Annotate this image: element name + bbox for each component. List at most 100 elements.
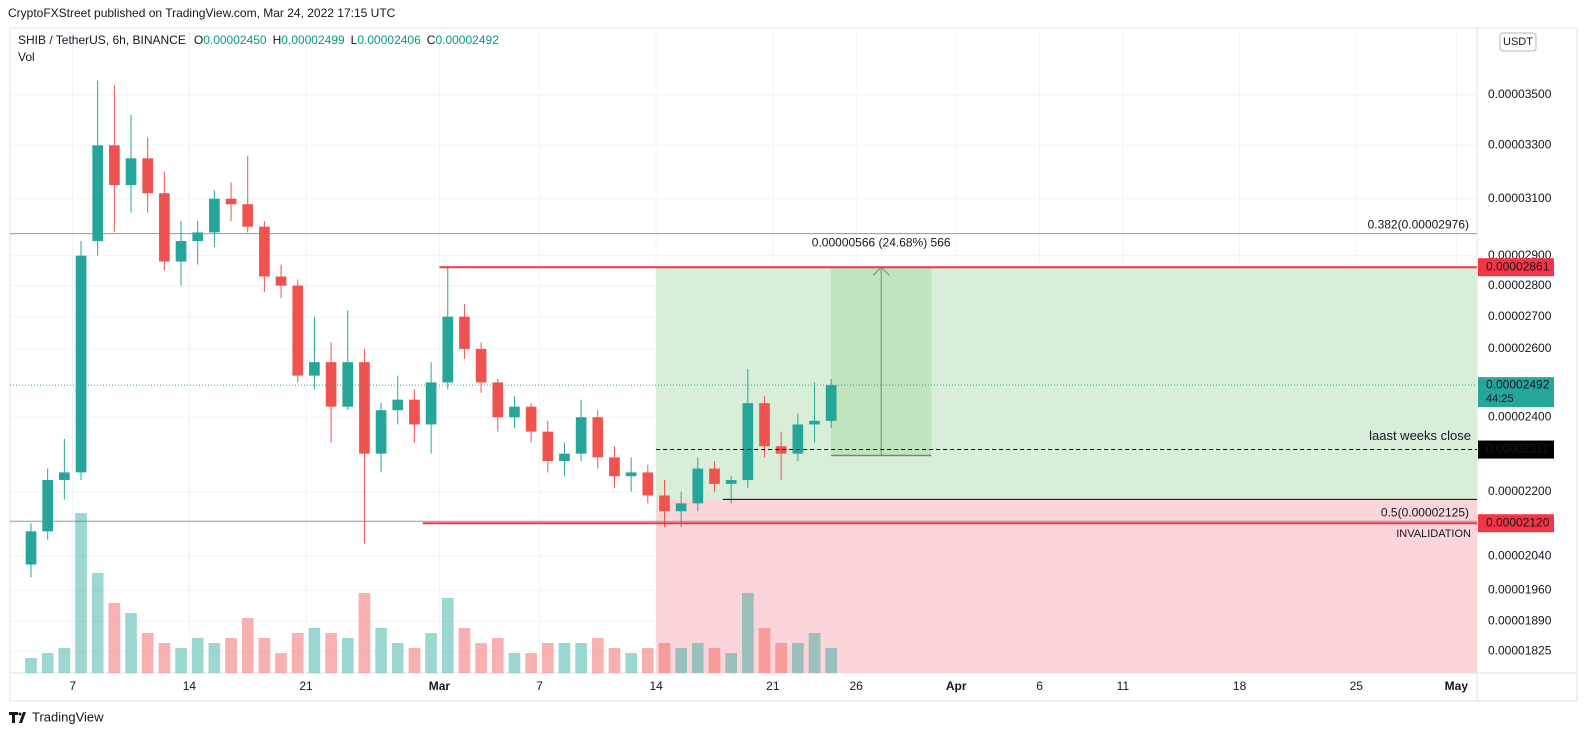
volume-bar <box>108 603 121 673</box>
x-tick-label: May <box>1445 679 1469 693</box>
volume-bar <box>191 638 204 673</box>
x-tick-label: Apr <box>946 679 967 693</box>
ohlc-value: 0.00002492 <box>435 33 499 47</box>
candle-body <box>559 453 570 462</box>
volume-bar <box>291 633 304 673</box>
x-tick-label: 25 <box>1350 679 1364 693</box>
x-tick-label: 11 <box>1117 679 1130 693</box>
candle-body <box>75 255 87 473</box>
countdown: 44:25 <box>1486 393 1514 405</box>
candle-body <box>825 385 837 421</box>
candle-body <box>209 198 220 233</box>
publisher: CryptoFXStreet published on TradingView.… <box>8 6 396 20</box>
volume-bar <box>258 638 271 673</box>
volume-bar <box>358 593 371 673</box>
x-tick-label: 14 <box>649 679 663 693</box>
volume-bar <box>641 648 654 673</box>
candle-body <box>692 468 704 504</box>
ohlc-key: C <box>427 33 436 47</box>
volume-bar <box>325 633 337 673</box>
last-price-tag <box>1478 377 1554 408</box>
volume-bar <box>58 648 71 673</box>
volume-bar <box>441 598 454 673</box>
candle-body <box>775 446 787 454</box>
ohlc-key: H <box>273 33 282 47</box>
currency[interactable]: USDT <box>1503 36 1533 48</box>
symbol: SHIB / TetherUS, 6h, BINANCE <box>18 33 186 47</box>
candle-body <box>709 468 720 484</box>
candle-body <box>609 457 620 477</box>
x-tick-label: 7 <box>536 679 543 693</box>
volume-bar <box>141 633 154 673</box>
tradingview-logo <box>9 712 26 723</box>
volume-bar <box>41 653 54 673</box>
x-tick-label: 6 <box>1036 679 1043 693</box>
candle-body <box>809 420 820 425</box>
candle-body <box>659 495 670 512</box>
brand[interactable]: TradingView <box>32 709 104 724</box>
volume-bar <box>391 643 404 673</box>
volume-bar <box>25 658 37 673</box>
x-tick-label: Mar <box>429 679 451 693</box>
candle-body <box>175 241 187 262</box>
candle-body <box>25 531 37 565</box>
volume-bar <box>91 573 104 673</box>
ohlc-key: L <box>351 33 358 47</box>
volume-bar <box>608 648 621 673</box>
ohlc-value: 0.00002450 <box>203 33 267 47</box>
volume-bar <box>341 638 354 673</box>
y-tick-label: 0.00003500 <box>1488 87 1552 101</box>
candle-body <box>542 431 554 462</box>
candle-body <box>742 403 754 481</box>
y-tick-label: 0.00002040 <box>1488 548 1552 562</box>
x-tick-label: 21 <box>766 679 780 693</box>
volume-bar <box>308 628 321 673</box>
loss-zone <box>656 499 1477 673</box>
volume-bar <box>808 633 821 673</box>
volume-bar <box>125 613 137 673</box>
candle-body <box>675 503 687 512</box>
candle-body <box>409 399 420 425</box>
candle-body <box>625 472 637 477</box>
volume-bar <box>775 643 788 673</box>
volume-bar <box>575 643 587 673</box>
currency-box[interactable] <box>1499 32 1537 52</box>
candle-body <box>42 480 54 532</box>
volume-bar <box>75 513 87 673</box>
volume-bar <box>541 643 554 673</box>
candle-body <box>109 145 120 186</box>
candle-body <box>309 362 320 376</box>
volume-bar <box>175 648 187 673</box>
y-tick-label: 0.00002700 <box>1488 309 1552 323</box>
volume-bar <box>375 628 387 673</box>
y-tick-label: 0.00001890 <box>1488 613 1552 627</box>
plot-area <box>10 80 1477 673</box>
candle-body <box>575 417 587 454</box>
volume-bar <box>491 638 504 673</box>
price-tag <box>1478 440 1554 459</box>
volume-bar <box>825 648 838 673</box>
candle-body <box>225 198 237 205</box>
candle-body <box>759 403 770 447</box>
volume-bar <box>458 628 471 673</box>
volume-label: Vol <box>18 50 35 64</box>
fib-label: 0.5(0.00002125) <box>1381 505 1469 519</box>
volume-bar <box>691 643 704 673</box>
candle-body <box>59 472 70 481</box>
volume-bar <box>558 643 571 673</box>
y-tick-label: 0.00001825 <box>1488 643 1552 657</box>
candle-body <box>259 226 270 277</box>
price-tag-label: 0.00002311 <box>1486 442 1549 456</box>
price-tag <box>1478 258 1554 277</box>
x-tick-label: 18 <box>1233 679 1247 693</box>
y-tick-label: 0.00002800 <box>1488 278 1552 292</box>
candle-body <box>459 316 470 349</box>
last-price-label: 0.00002492 <box>1486 377 1550 391</box>
volume-bar <box>742 593 754 673</box>
candle-body <box>375 410 387 454</box>
ohlc-key: O <box>194 33 203 47</box>
volume-bar <box>525 653 537 673</box>
volume-bar <box>275 653 287 673</box>
volume-bar <box>408 648 421 673</box>
volume-bar <box>508 653 521 673</box>
